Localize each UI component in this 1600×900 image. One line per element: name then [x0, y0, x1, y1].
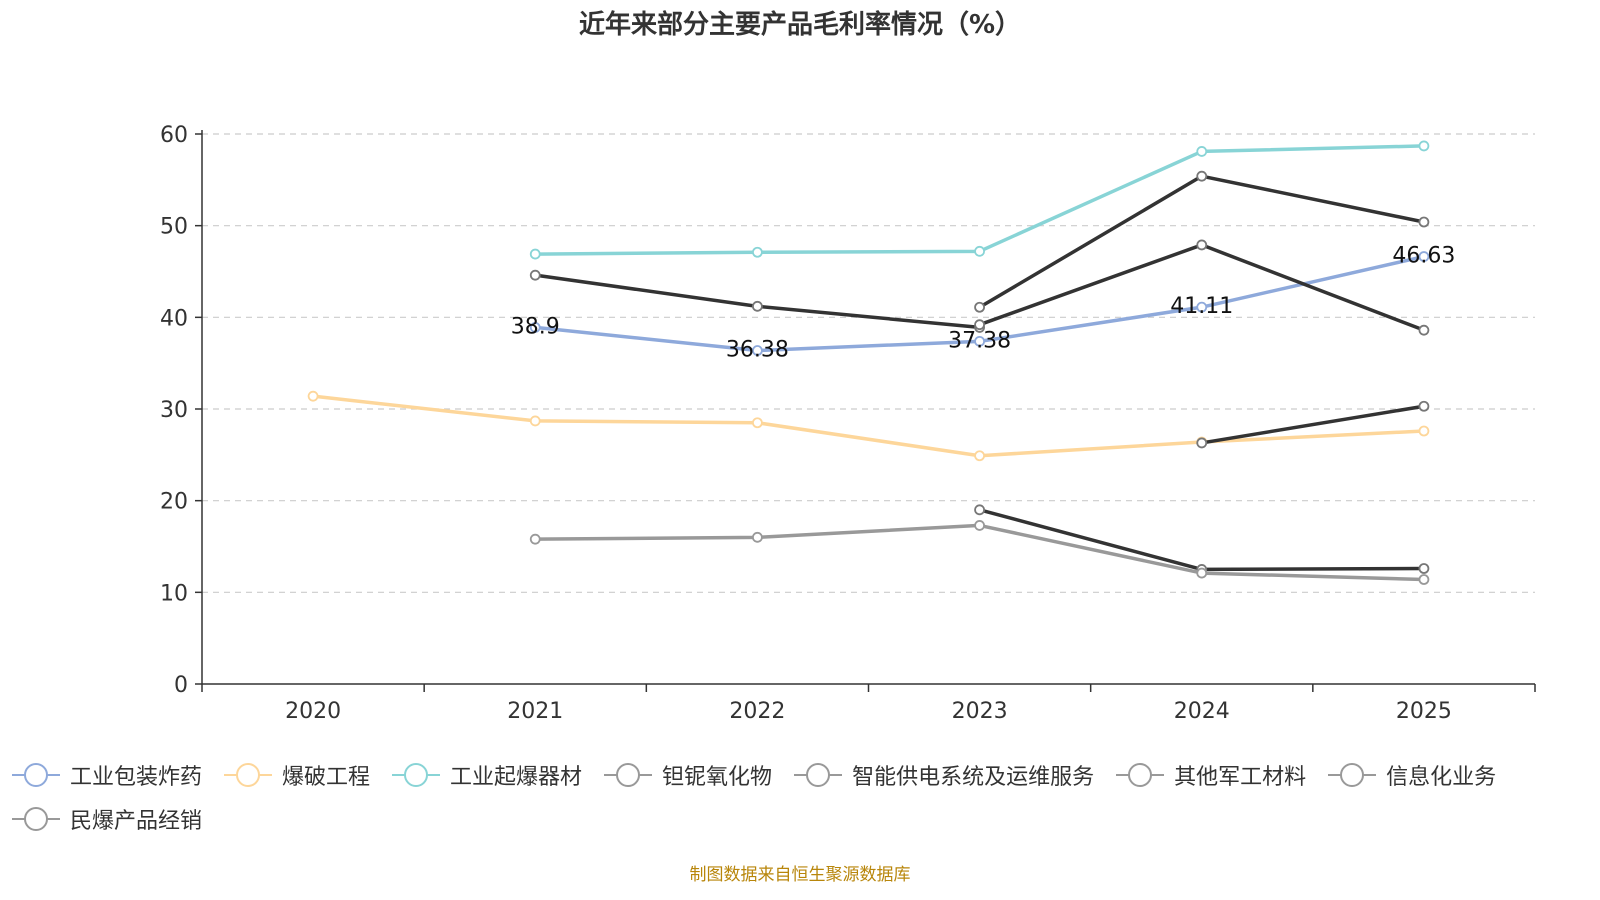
legend: 工业包装炸药 爆破工程 工业起爆器材 钽铌氧化物 智能供电系统及运维服务 其他军工材料 信息… — [12, 760, 1592, 834]
legend-item[interactable]: 工业包装炸药 — [12, 760, 202, 790]
x-tick-label: 2025 — [1396, 699, 1452, 724]
legend-item[interactable]: 民爆产品经销 — [12, 804, 202, 834]
data-point — [1196, 239, 1208, 251]
series-line-3 — [533, 144, 1426, 256]
data-labels: 38.9 36.38 37.38 41.11 46.63 — [511, 244, 1456, 363]
data-point — [529, 248, 541, 260]
x-tick-label: 2021 — [507, 699, 563, 724]
legend-label: 民爆产品经销 — [70, 809, 203, 834]
data-point — [974, 450, 985, 462]
data-point — [974, 319, 985, 331]
y-tick-label: 20 — [160, 490, 188, 515]
x-tick-label: 2022 — [729, 699, 785, 724]
x-tick-label: 2023 — [952, 699, 1008, 724]
legend-marker-circle — [404, 763, 429, 787]
legend-marker-icon — [12, 807, 60, 831]
data-point — [529, 415, 541, 427]
legend-marker-circle — [1340, 763, 1365, 787]
legend-marker-icon — [604, 763, 653, 787]
legend-label: 爆破工程 — [282, 765, 371, 790]
y-tick-label: 50 — [160, 215, 188, 240]
data-point — [529, 533, 541, 545]
data-point — [974, 520, 985, 531]
data-label: 38.9 — [511, 314, 560, 339]
data-point — [974, 335, 985, 347]
data-point — [752, 417, 763, 429]
axes: 0 10 20 30 40 50 60 2020 2021 2022 2023 2024 2025 — [160, 123, 1536, 724]
data-point — [1196, 170, 1208, 182]
legend-item[interactable]: 钽铌氧化物 — [604, 760, 772, 790]
data-point — [974, 245, 985, 257]
series-line-8 — [1200, 404, 1426, 445]
data-point — [1418, 400, 1430, 412]
data-point — [752, 300, 763, 312]
data-point — [1196, 301, 1208, 313]
legend-marker-circle — [24, 807, 48, 831]
data-point — [1196, 567, 1208, 579]
legend-label: 工业包装炸药 — [70, 765, 203, 790]
y-tick-label: 0 — [174, 673, 188, 698]
data-point — [307, 390, 319, 402]
data-point — [1196, 146, 1208, 157]
x-tick-label: 2020 — [285, 699, 341, 724]
legend-marker-icon — [392, 763, 441, 787]
series-line-9 — [533, 523, 1426, 582]
legend-label: 其他军工材料 — [1174, 765, 1307, 790]
data-point — [974, 504, 985, 516]
source-note: 制图数据来自恒生聚源数据库 — [689, 865, 911, 885]
legend-item[interactable]: 信息化业务 — [1328, 760, 1496, 790]
data-point — [1418, 574, 1430, 585]
legend-label: 钽铌氧化物 — [662, 765, 773, 790]
y-tick-label: 60 — [160, 123, 188, 148]
y-tick-label: 10 — [160, 581, 188, 606]
data-point — [752, 345, 763, 356]
data-point — [1418, 563, 1430, 574]
data-point — [1418, 140, 1430, 152]
data-label: 41.11 — [1170, 294, 1233, 319]
data-point — [1418, 251, 1430, 262]
data-point — [1418, 425, 1430, 437]
legend-marker-circle — [806, 763, 831, 787]
legend-marker-icon — [1116, 763, 1165, 787]
legend-item[interactable]: 智能供电系统及运维服务 — [794, 760, 1094, 790]
series-line-2 — [311, 394, 1426, 458]
data-label: 37.38 — [948, 328, 1011, 353]
legend-item[interactable]: 其他军工材料 — [1116, 760, 1306, 790]
legend-label: 智能供电系统及运维服务 — [852, 765, 1095, 790]
data-point — [529, 269, 541, 281]
legend-marker-circle — [236, 763, 261, 787]
legend-marker-icon — [12, 763, 60, 787]
legend-label: 工业起爆器材 — [450, 765, 583, 790]
data-point — [1418, 216, 1430, 228]
data-label: 46.63 — [1392, 244, 1455, 269]
x-tick-label: 2024 — [1174, 699, 1230, 724]
legend-marker-icon — [1328, 763, 1377, 787]
data-label: 36.38 — [726, 338, 789, 363]
data-point — [974, 301, 985, 313]
legend-marker-circle — [24, 763, 48, 787]
y-tick-label: 30 — [160, 398, 188, 423]
legend-item[interactable]: 爆破工程 — [224, 760, 370, 790]
chart-title: 近年来部分主要产品毛利率情况（%） — [578, 10, 1022, 40]
legend-marker-circle — [1128, 763, 1153, 787]
legend-marker-icon — [224, 763, 273, 787]
data-point — [529, 322, 541, 333]
data-point — [752, 531, 763, 543]
legend-marker-icon — [794, 763, 843, 787]
data-point — [1418, 324, 1430, 336]
legend-label: 信息化业务 — [1386, 765, 1497, 790]
legend-item[interactable]: 工业起爆器材 — [392, 760, 582, 790]
legend-marker-circle — [616, 763, 641, 787]
y-tick-label: 40 — [160, 306, 188, 331]
line-chart: 0 10 20 30 40 50 60 2020 2021 2022 2023 2024 2025 38… — [160, 123, 1536, 724]
data-point — [1196, 437, 1208, 449]
series-lines — [307, 140, 1430, 585]
data-point — [752, 246, 763, 258]
